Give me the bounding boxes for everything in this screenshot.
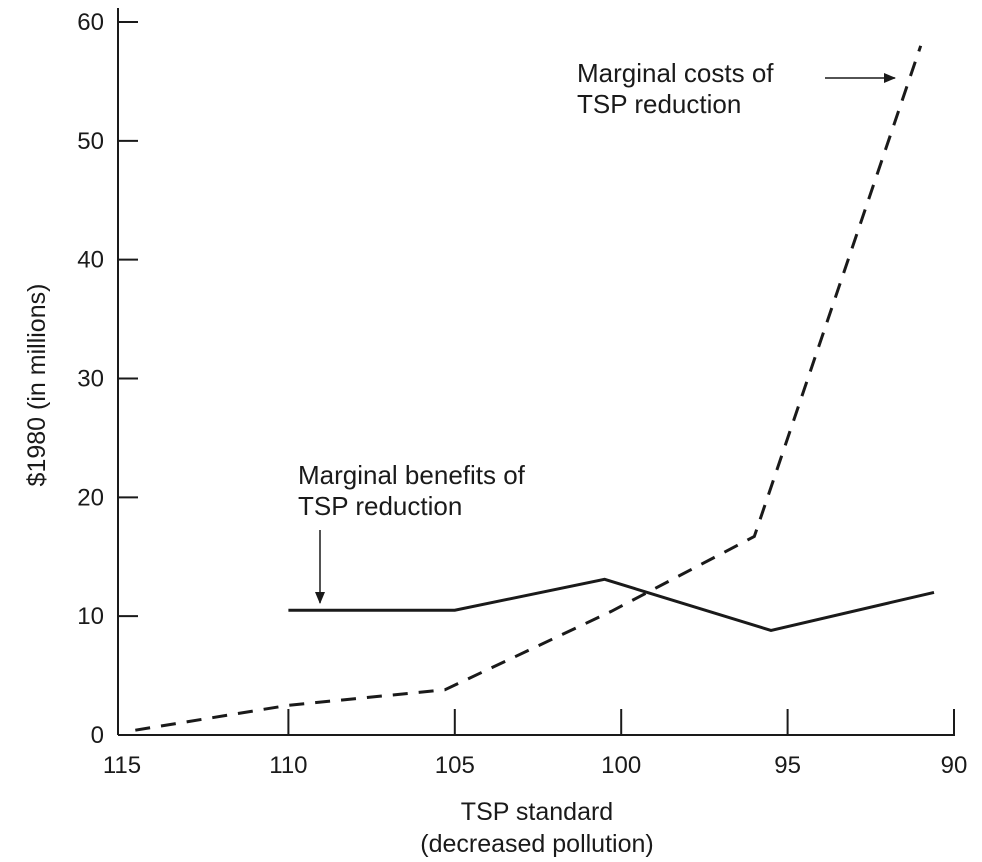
series-layer [135,45,935,732]
y-tick-label: 40 [77,247,104,274]
y-axis-title: $1980 (in millions) [23,284,51,487]
y-tick-label: 0 [91,722,104,749]
marginal-benefits-line [288,577,935,632]
x-ticks: 115 110 105 100 95 90 [103,709,967,779]
y-tick-label: 60 [77,9,104,36]
costs-annotation-line-1: Marginal costs of [577,58,774,88]
y-ticks: 0 10 20 30 40 50 60 [77,9,138,749]
benefits-annotation-line-1: Marginal benefits of [298,460,526,490]
x-axis-title-line-1: TSP standard [461,798,613,826]
y-tick-label: 10 [77,603,104,630]
x-tick-label: 90 [941,752,968,779]
x-tick-label: 115 [103,752,141,779]
x-tick-label: 95 [774,752,801,779]
x-axis-title-line-2: (decreased pollution) [420,830,653,858]
marginal-costs-line [135,45,923,732]
x-tick-label: 100 [601,752,641,779]
benefits-annotation-line-2: TSP reduction [298,491,462,521]
x-tick-label: 105 [435,752,475,779]
y-tick-label: 20 [77,484,104,511]
y-tick-label: 30 [77,366,104,393]
costs-annotation-line-2: TSP reduction [577,89,741,119]
x-tick-label: 110 [269,752,307,779]
y-tick-label: 50 [77,128,104,155]
